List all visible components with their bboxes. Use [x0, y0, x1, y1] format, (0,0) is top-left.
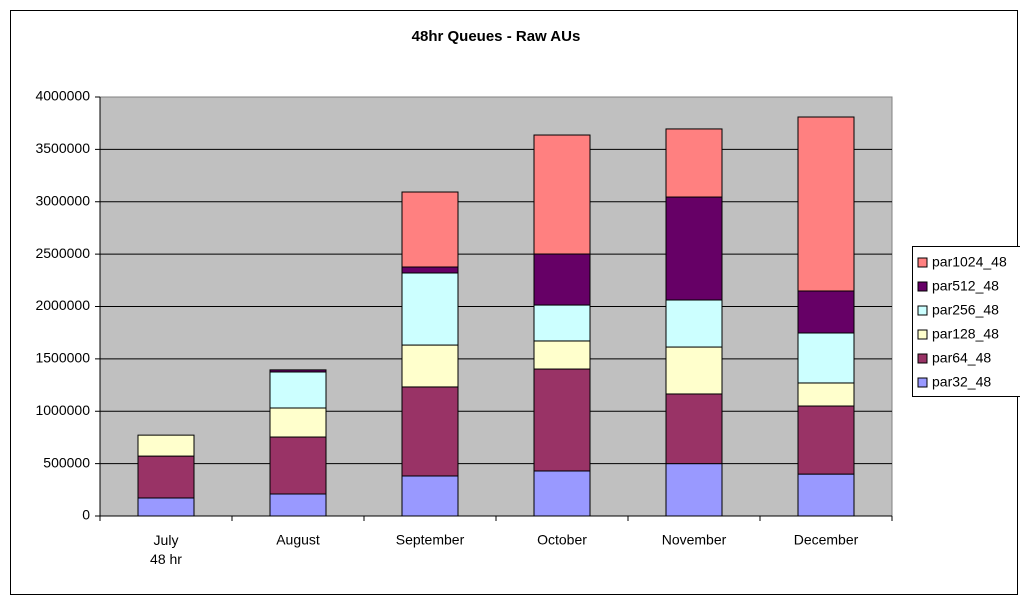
y-tick-label: 0 — [82, 507, 90, 523]
bar-segment — [797, 116, 855, 292]
bar-segment — [797, 290, 855, 334]
bar-segment — [665, 196, 723, 301]
bar-segment — [533, 253, 591, 306]
x-tick-label: November — [662, 532, 727, 548]
bar-segment — [401, 344, 459, 388]
legend-label: par256_48 — [932, 302, 999, 318]
bar-segment — [533, 340, 591, 370]
bar-segment — [269, 369, 327, 373]
bar-segment — [797, 473, 855, 517]
bar-segment — [137, 434, 195, 457]
legend-swatch — [917, 257, 928, 268]
bar-segment — [797, 405, 855, 475]
legend-label: par64_48 — [932, 350, 991, 366]
y-tick-label: 1500000 — [35, 350, 90, 366]
y-tick-label: 3500000 — [35, 140, 90, 156]
y-tick-label: 3000000 — [35, 192, 90, 208]
x-tick-label: August — [276, 532, 320, 548]
legend-swatch — [917, 305, 928, 316]
bar-segment — [269, 407, 327, 438]
y-tick-label: 4000000 — [35, 88, 90, 104]
bar-segment — [401, 475, 459, 517]
y-tick-label: 500000 — [43, 454, 90, 470]
bar-segment — [665, 128, 723, 198]
bar-segment — [269, 371, 327, 409]
bar-segment — [401, 386, 459, 477]
bar-segment — [533, 134, 591, 255]
bar-segment — [665, 299, 723, 348]
bar-segment — [401, 266, 459, 274]
chart-title: 48hr Queues - Raw AUs — [412, 28, 581, 45]
bar-segment — [665, 393, 723, 465]
bar-segment — [533, 470, 591, 517]
legend-label: par512_48 — [932, 278, 999, 294]
bar-segment — [401, 191, 459, 268]
bar-segment — [533, 368, 591, 472]
legend-swatch — [917, 281, 928, 292]
y-tick-label: 2000000 — [35, 297, 90, 313]
legend-swatch — [917, 353, 928, 364]
bar-segment — [269, 493, 327, 517]
y-tick-label: 2500000 — [35, 245, 90, 261]
bar-segment — [797, 332, 855, 384]
bar-segment — [797, 382, 855, 407]
x-tick-label: July 48 hr — [150, 532, 182, 567]
legend — [912, 246, 1020, 397]
bar-segment — [665, 346, 723, 395]
x-tick-label: October — [537, 532, 587, 548]
bar-segment — [137, 497, 195, 517]
bar-segment — [401, 272, 459, 346]
legend-label: par128_48 — [932, 326, 999, 342]
bar-segment — [533, 304, 591, 342]
bar-segment — [665, 463, 723, 517]
bar-segment — [137, 455, 195, 499]
legend-swatch — [917, 377, 928, 388]
x-tick-label: September — [396, 532, 465, 548]
legend-swatch — [917, 329, 928, 340]
legend-label: par1024_48 — [932, 254, 1007, 270]
legend-label: par32_48 — [932, 374, 991, 390]
x-tick-label: December — [794, 532, 859, 548]
bar-segment — [269, 436, 327, 495]
y-tick-label: 1000000 — [35, 402, 90, 418]
